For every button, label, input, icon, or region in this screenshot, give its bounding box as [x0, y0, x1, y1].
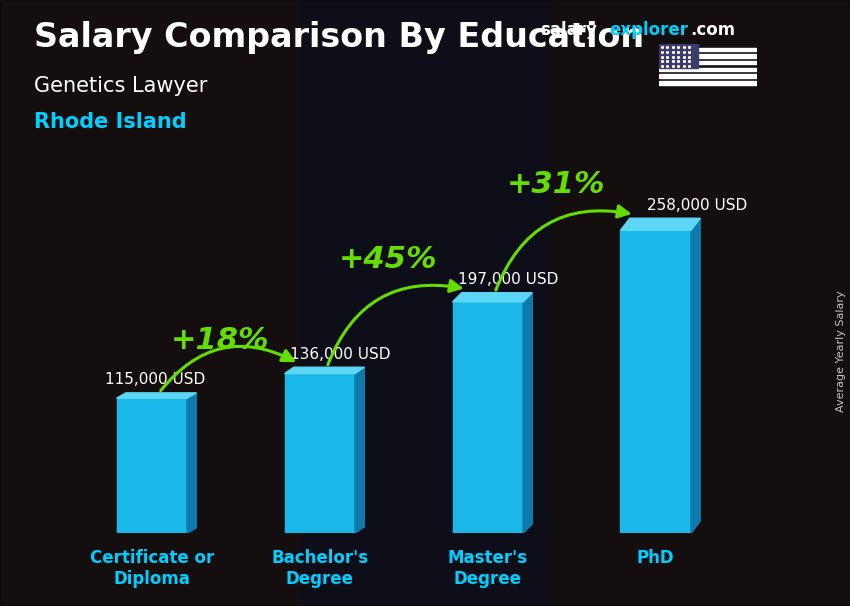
Bar — [0, 0, 298, 606]
Text: 197,000 USD: 197,000 USD — [457, 272, 558, 287]
Text: 136,000 USD: 136,000 USD — [290, 347, 390, 362]
Text: 115,000 USD: 115,000 USD — [105, 372, 205, 387]
Polygon shape — [691, 218, 700, 533]
Polygon shape — [285, 367, 365, 373]
Text: Genetics Lawyer: Genetics Lawyer — [34, 76, 207, 96]
Text: Average Yearly Salary: Average Yearly Salary — [836, 291, 846, 412]
Text: Salary Comparison By Education: Salary Comparison By Education — [34, 21, 644, 54]
Polygon shape — [116, 393, 196, 398]
Polygon shape — [355, 367, 365, 533]
Bar — [285, 373, 355, 533]
Bar — [659, 55, 756, 58]
Polygon shape — [620, 218, 700, 230]
Text: Rhode Island: Rhode Island — [34, 112, 187, 132]
Bar — [620, 230, 691, 533]
Bar — [659, 44, 698, 68]
Bar — [659, 81, 756, 84]
Bar — [116, 398, 187, 533]
Text: +31%: +31% — [507, 170, 605, 199]
Polygon shape — [523, 293, 532, 533]
Bar — [659, 75, 756, 78]
Bar — [659, 48, 756, 51]
Polygon shape — [452, 293, 532, 302]
Polygon shape — [187, 393, 196, 533]
Text: salary: salary — [540, 21, 597, 39]
Text: 258,000 USD: 258,000 USD — [648, 198, 748, 213]
Text: explorer: explorer — [609, 21, 688, 39]
Bar — [452, 302, 523, 533]
Text: .com: .com — [690, 21, 735, 39]
Bar — [659, 61, 756, 64]
Bar — [659, 68, 756, 71]
Bar — [552, 0, 850, 606]
Text: +18%: +18% — [171, 327, 269, 356]
Text: +45%: +45% — [339, 245, 438, 274]
